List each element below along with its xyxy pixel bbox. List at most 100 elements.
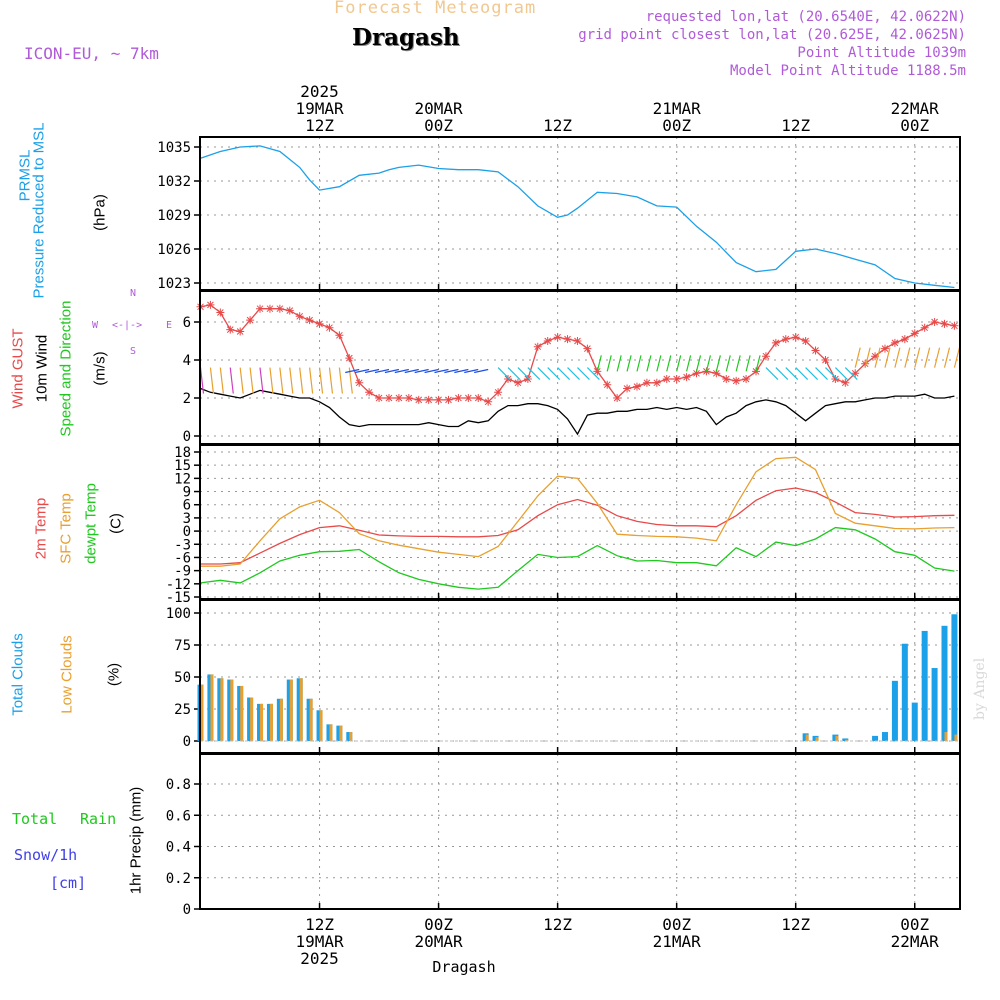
top-time-label: 00Z: [662, 116, 691, 135]
wind-direction-arrow: [434, 368, 449, 374]
wind-gust-marker: [414, 395, 423, 404]
wind-direction-arrow: [507, 367, 521, 381]
wind-gust-marker: [484, 397, 493, 406]
low-clouds-bar: [210, 674, 214, 741]
y-tick-label: -12: [166, 577, 191, 593]
wind-gust-marker: [216, 308, 225, 317]
wind-direction-arrow: [616, 355, 622, 372]
wind-direction-arrow: [229, 367, 234, 394]
wind-gust-marker: [444, 395, 453, 404]
low-clouds-bar: [329, 724, 333, 741]
wind-direction-arrow: [497, 367, 511, 381]
low-clouds-bar: [944, 732, 948, 741]
y-tick-label: 50: [174, 670, 191, 686]
y-tick-label: 18: [174, 445, 191, 461]
y-tick-label: 12: [174, 471, 191, 487]
wind-direction-arrow: [805, 367, 819, 381]
top-time-label: 19MAR: [295, 99, 344, 118]
wind-direction-arrow: [606, 355, 612, 372]
low-clouds-bar: [339, 725, 343, 741]
bottom-time-label: 12Z: [543, 915, 572, 934]
y-tick-label: 75: [174, 638, 191, 654]
model-point-altitude: Model Point Altitude 1188.5m: [729, 63, 966, 79]
wind-direction-arrow: [318, 367, 324, 394]
wind-gust-marker: [236, 327, 245, 336]
wind-gust-marker: [821, 356, 830, 364]
panel-frame: [199, 136, 961, 291]
wind-gust-marker: [603, 380, 612, 389]
wind-direction-arrow: [874, 347, 881, 368]
wind-direction-arrow: [884, 347, 891, 368]
wind-direction-arrow: [279, 367, 284, 394]
wind-gust-marker: [206, 300, 215, 309]
wind-direction-arrow: [414, 368, 429, 374]
wind-gust-marker: [652, 378, 661, 387]
y-tick-label: 6: [183, 315, 191, 331]
wind-direction-arrow: [646, 355, 652, 372]
y-tick-label: 1035: [157, 140, 191, 156]
top-time-label: 22MAR: [891, 99, 940, 118]
wind-gust-marker: [900, 335, 909, 344]
wind-gust-marker: [890, 338, 899, 347]
wind-direction-arrow: [289, 367, 294, 394]
wind-gust-marker: [553, 333, 562, 342]
panel-frame: [199, 444, 961, 600]
low-clouds-bar: [815, 737, 819, 741]
snow-label: Snow/1h: [14, 846, 78, 864]
wind-gust-marker: [910, 329, 919, 338]
wind-direction-arrow: [864, 347, 871, 368]
wind-direction-arrow: [259, 367, 264, 394]
low-clouds-bar: [299, 678, 303, 741]
wind-direction-arrow: [943, 347, 951, 368]
wind-gust-marker: [623, 384, 632, 393]
wind-direction-arrow: [557, 367, 571, 381]
y-tick-label: 9: [183, 485, 191, 501]
wind-gust-marker: [384, 394, 393, 402]
footer-place-label: Dragash: [432, 958, 495, 976]
bottom-time-label: 00Z: [900, 915, 929, 934]
bottom-time-label: 19MAR: [295, 932, 344, 951]
wind-direction-arrow: [345, 368, 360, 374]
y-tick-label: 0.6: [166, 808, 191, 824]
wind-gust-marker: [811, 346, 820, 355]
wind-gust-marker: [761, 352, 770, 361]
wind-direction-arrow: [454, 368, 469, 374]
wind-gust-marker: [781, 335, 790, 344]
wind-direction-arrow: [474, 368, 489, 374]
top-time-label: 00Z: [424, 116, 453, 135]
total-clouds-bar: [891, 680, 898, 741]
low-clouds-bar: [279, 698, 283, 741]
point-altitude: Point Altitude 1039m: [797, 45, 966, 61]
bottom-time-label: 21MAR: [653, 932, 702, 951]
wind-gust-marker: [583, 344, 592, 353]
wind-gust-marker: [394, 394, 403, 402]
wind-gust-marker: [672, 375, 681, 383]
wind-gust-marker: [265, 304, 274, 313]
total-clouds-bar: [911, 702, 918, 741]
wind-gust-marker: [365, 388, 374, 397]
wind-gust-marker: [642, 378, 651, 387]
temp-sfc-line: [200, 456, 955, 567]
wind-direction-arrow: [844, 367, 858, 381]
wind-gust-marker: [355, 378, 364, 387]
total-clouds-bar: [921, 630, 928, 741]
low-clouds-bar: [309, 698, 313, 741]
wind-direction-arrow: [765, 367, 779, 381]
low-clouds-bar: [240, 685, 244, 741]
wind-direction-arrow: [537, 367, 551, 381]
wind-gust-marker: [256, 304, 265, 313]
panel-frame: [199, 753, 961, 910]
wind-gust-marker: [930, 318, 939, 326]
wind-direction-arrow: [374, 368, 390, 374]
wind-gust-line: [200, 304, 955, 403]
wind-gust-marker: [920, 323, 929, 332]
wind-gust-marker: [345, 354, 354, 363]
y-tick-label: 15: [174, 458, 191, 474]
y-tick-label: 0.8: [166, 777, 191, 793]
wind-gust-marker: [771, 338, 780, 347]
wind-gust-marker: [285, 306, 294, 315]
low-clouds-bar: [269, 703, 273, 741]
wind-gust-marker: [464, 394, 473, 402]
low-clouds-bar: [805, 734, 809, 741]
